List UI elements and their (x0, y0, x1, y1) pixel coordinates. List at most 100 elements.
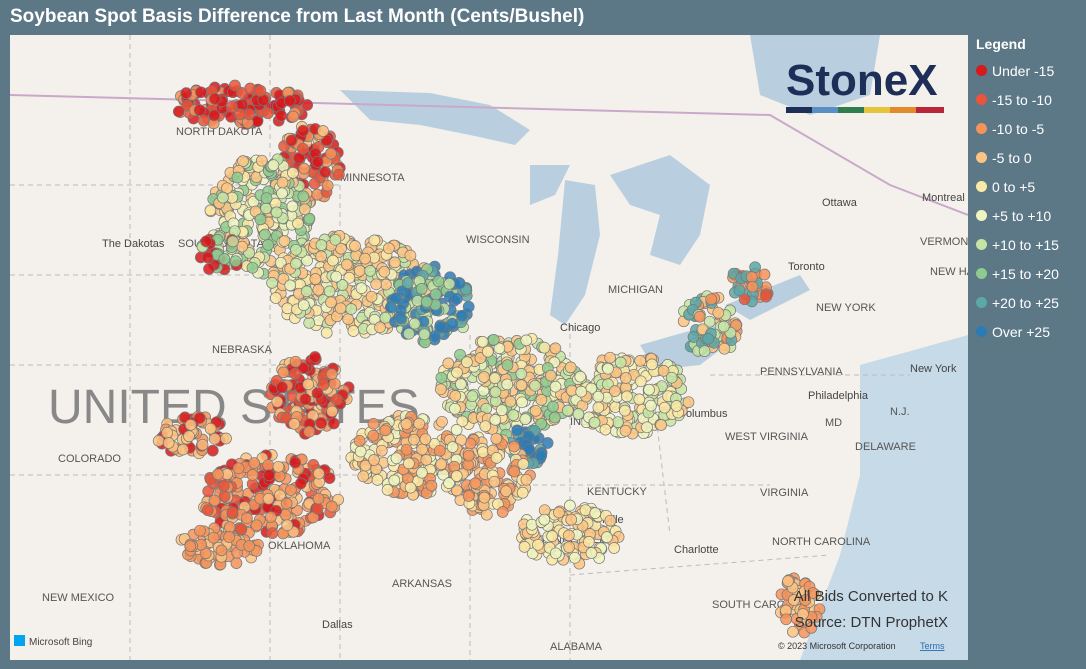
bid-dot (336, 279, 349, 291)
legend-swatch (976, 65, 987, 76)
terms-link[interactable]: Terms (920, 641, 945, 651)
bid-dot (488, 475, 501, 488)
bid-dot (522, 443, 535, 456)
bid-dot (283, 95, 296, 107)
bid-dot (297, 190, 310, 203)
bid-dot (634, 375, 647, 388)
bid-dot (208, 109, 221, 122)
bid-dot (313, 467, 325, 480)
bing-icon (14, 635, 25, 646)
bid-dot (246, 261, 259, 274)
bid-dot (266, 527, 279, 539)
bid-dot (359, 252, 371, 265)
legend-swatch (976, 297, 987, 308)
bid-dot (657, 365, 670, 377)
bid-dot (450, 424, 463, 436)
bid-dot (395, 312, 407, 325)
bid-dot (702, 332, 715, 345)
bid-dot (404, 249, 417, 262)
bid-dot (456, 309, 468, 322)
bid-dot (321, 179, 334, 192)
bid-dot (288, 418, 301, 430)
bid-dot (490, 452, 503, 464)
bid-dot (193, 412, 206, 424)
bid-dot (365, 290, 378, 303)
bid-dot (408, 433, 420, 446)
bid-dot (177, 443, 189, 456)
bid-dot (432, 275, 445, 288)
legend-label: +20 to +25 (992, 294, 1059, 311)
bid-dot (619, 372, 632, 384)
bid-dot (280, 497, 293, 510)
bid-dot (546, 530, 558, 542)
bid-dot (574, 370, 587, 383)
bid-dot (538, 341, 551, 354)
bid-dot (243, 540, 256, 552)
place-label: NEW MEXICO (42, 592, 115, 604)
bid-dot (717, 320, 730, 333)
legend-item: 0 to +5 (976, 172, 1084, 201)
bid-dot (204, 204, 217, 217)
bid-dot (301, 254, 313, 267)
bid-dot (602, 378, 614, 390)
bid-dot (449, 402, 461, 415)
place-label: N.J. (890, 406, 910, 418)
bid-dot (451, 366, 463, 379)
legend-title: Legend (976, 36, 1026, 52)
bid-dot (758, 268, 771, 281)
bid-dot (602, 362, 614, 375)
bid-dot (705, 293, 718, 306)
bid-dot (449, 390, 462, 402)
bid-dot (508, 440, 520, 453)
bid-dot (194, 524, 206, 537)
bid-dot (420, 295, 433, 308)
bid-dot (633, 393, 646, 406)
bid-dot (368, 234, 381, 247)
bid-dot (433, 444, 446, 457)
note: All Bids Converted to K (794, 588, 948, 605)
bid-dot (297, 299, 310, 311)
legend-label: 0 to +5 (992, 178, 1036, 195)
bid-dot (379, 424, 392, 437)
bid-dot (420, 454, 433, 466)
bid-dot (236, 98, 249, 111)
bid-dot (807, 587, 819, 599)
place-label: Columbus (678, 408, 728, 420)
place-label: COLORADO (58, 453, 121, 465)
bid-dot (379, 311, 392, 324)
bid-dot (298, 162, 310, 175)
map[interactable]: UNITED STATES NORTH DAKOTA MINNESOTA The Da… (10, 35, 968, 660)
bid-dot (515, 368, 528, 380)
legend-label: -10 to -5 (992, 120, 1045, 137)
bid-dot (298, 203, 311, 216)
bid-dot (308, 177, 321, 190)
bid-dot (375, 444, 388, 457)
bid-dot (403, 457, 415, 470)
note: Source: DTN ProphetX (795, 614, 948, 631)
bid-dot (416, 443, 428, 456)
place-label: ALABAMA (550, 641, 603, 653)
place-label: Ottawa (822, 197, 858, 209)
bid-dot (569, 551, 581, 564)
bid-dot (255, 154, 268, 167)
bid-dot (287, 167, 299, 179)
bid-dot (390, 452, 403, 465)
bid-dot (588, 416, 601, 429)
bid-dot (621, 390, 633, 403)
bid-dot (450, 292, 463, 305)
bid-dot (541, 437, 554, 449)
bid-dot (330, 393, 343, 406)
bid-dot (364, 265, 377, 277)
bid-dot (272, 460, 285, 473)
bid-dot (516, 396, 528, 409)
bid-dot (400, 418, 413, 430)
bid-dot (548, 411, 561, 424)
place-label: NORTH CAROLINA (772, 536, 871, 548)
bid-dot (529, 379, 541, 392)
bid-dot (254, 84, 267, 97)
bid-dot (200, 235, 213, 248)
legend-item: +15 to +20 (976, 259, 1084, 288)
bid-dot (415, 283, 428, 295)
bid-dot (388, 474, 401, 487)
bid-dot (217, 191, 229, 204)
